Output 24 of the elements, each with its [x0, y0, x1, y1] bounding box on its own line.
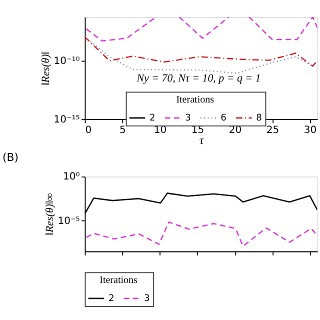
- x-tick-label: 10: [154, 125, 167, 136]
- chart-title: (B): [2, 151, 19, 164]
- legend-label: 6: [220, 114, 227, 124]
- x-tick-label: 30: [304, 125, 317, 136]
- legend-label: 3: [144, 294, 150, 304]
- legend-title: Iterations: [100, 275, 138, 286]
- line-series: [86, 221, 318, 247]
- y-tick-label: 10⁻⁵: [58, 216, 80, 227]
- annotation: Ny = 70, Nτ = 10, p = q = 1: [136, 72, 261, 85]
- legend-label: 3: [185, 114, 192, 124]
- y-tick-label: 10⁰: [63, 172, 80, 183]
- y-axis-title: ‖Res(θ)‖∞: [44, 192, 56, 236]
- line-series: [84, 36, 318, 67]
- legend-title: Iterations: [176, 94, 214, 106]
- x-tick-label: 25: [266, 125, 280, 136]
- legend-label: 2: [150, 114, 156, 124]
- y-axis-title: ‖Res(θ)‖: [40, 51, 52, 86]
- x-tick-label: 20: [228, 125, 242, 136]
- legend-label: 2: [108, 294, 114, 304]
- x-tick-label: 0: [85, 125, 92, 136]
- y-tick-label: 10⁻¹⁵: [54, 114, 80, 126]
- x-tick-label: 5: [120, 125, 126, 136]
- legend-label: 8: [256, 114, 262, 124]
- y-tick-label: 10⁻¹⁰: [54, 56, 80, 67]
